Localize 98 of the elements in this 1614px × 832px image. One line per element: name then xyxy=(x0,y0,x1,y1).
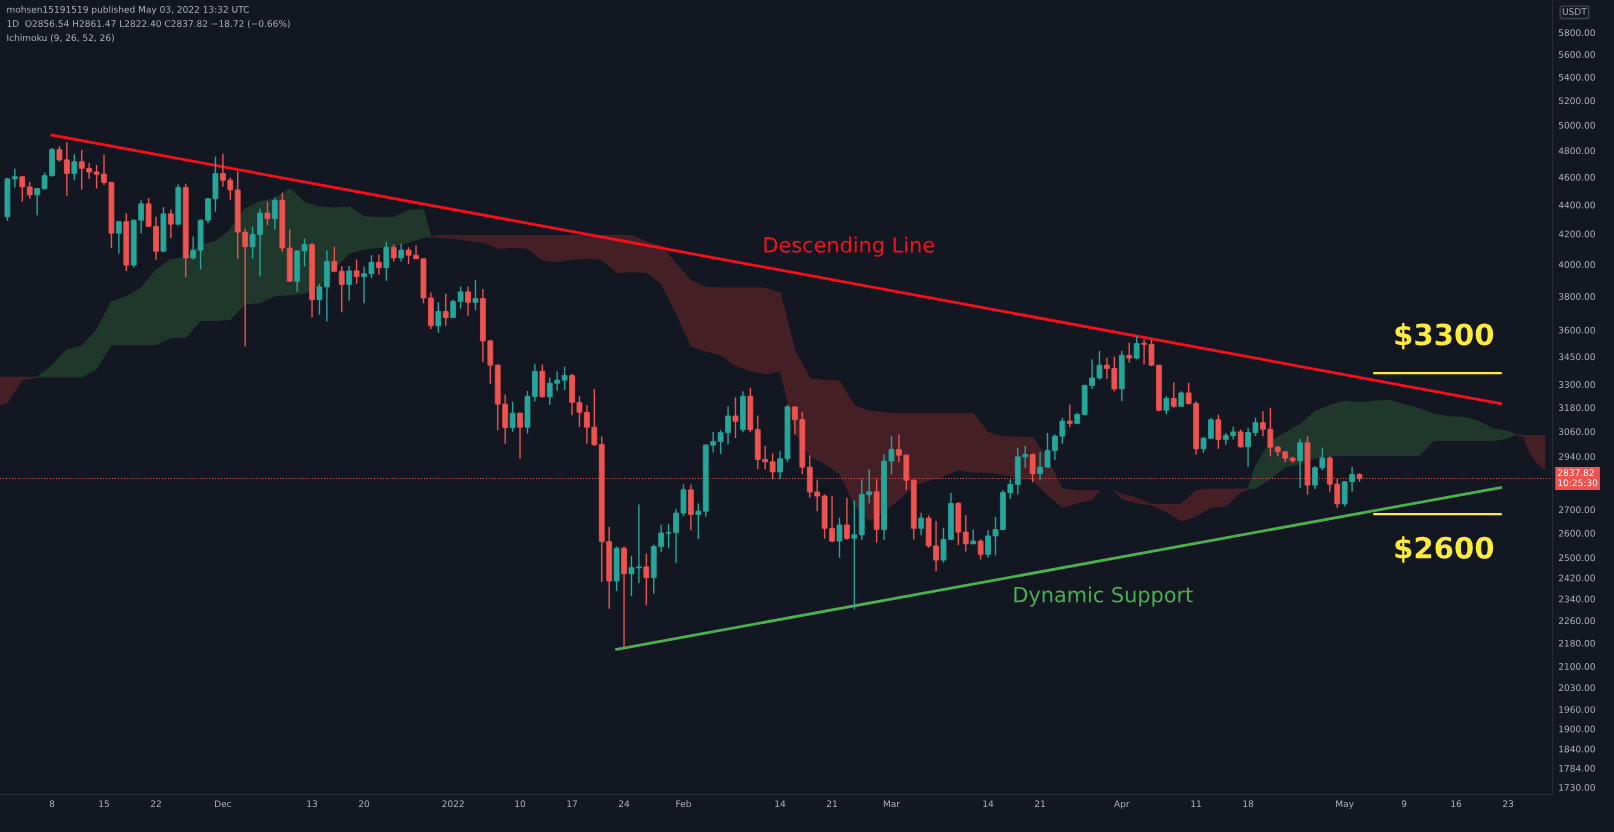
candlestick xyxy=(376,253,382,276)
y-tick-label: 4200.00 xyxy=(1558,230,1595,238)
y-tick-label: 2340.00 xyxy=(1558,595,1595,603)
x-tick-label: 9 xyxy=(1401,800,1407,808)
candlestick xyxy=(1126,342,1133,364)
candlestick xyxy=(383,240,390,282)
candlestick xyxy=(1163,395,1170,416)
y-tick-label: 4600.00 xyxy=(1558,173,1595,181)
candlestick xyxy=(472,279,479,311)
y-tick-label: 3600.00 xyxy=(1558,326,1595,334)
candlestick xyxy=(695,502,702,540)
candlestick xyxy=(643,552,650,606)
y-tick-label: 3450.00 xyxy=(1558,353,1595,361)
y-tick-label: 3800.00 xyxy=(1558,293,1595,300)
candlestick xyxy=(851,499,858,611)
x-tick-label: 11 xyxy=(1191,800,1201,807)
series-label: $2600 xyxy=(1395,536,1494,563)
candlestick xyxy=(1297,438,1303,489)
candlestick xyxy=(1066,403,1073,428)
x-tick-label: 21 xyxy=(1034,800,1045,807)
x-tick-label: 22 xyxy=(150,800,161,807)
y-tick-label: 4800.00 xyxy=(1558,147,1595,155)
annotation: Ichimoku (9, 26, 52, 26) xyxy=(7,34,114,43)
x-tick-label: 14 xyxy=(775,800,786,807)
y-tick-label: 2600.00 xyxy=(1558,529,1595,537)
x-tick-label: 13 xyxy=(307,800,318,808)
x-tick-label: 14 xyxy=(983,800,994,807)
candlestick xyxy=(272,196,278,231)
y-tick-label: 3300.00 xyxy=(1558,381,1595,388)
candlestick xyxy=(977,538,984,561)
candlestick xyxy=(561,365,568,391)
y-tick-label: 4400.00 xyxy=(1558,201,1595,209)
candlestick xyxy=(1170,381,1177,409)
x-tick-label: 24 xyxy=(618,800,630,807)
candlestick xyxy=(168,208,174,239)
candlestick xyxy=(509,400,516,433)
y-tick-label: 2100.00 xyxy=(1558,663,1595,670)
y-tick-label: 1900.00 xyxy=(1559,725,1595,733)
y-tick-label: 2420.00 xyxy=(1558,574,1595,582)
y-axis-title: USDT xyxy=(1562,8,1587,15)
series-label: Dynamic Support xyxy=(1014,586,1193,607)
x-tick-label: Apr xyxy=(1114,800,1130,809)
candlestick xyxy=(918,512,925,537)
candlestick xyxy=(517,411,523,460)
candlestick xyxy=(353,258,360,285)
x-tick-label: 10 xyxy=(515,800,526,808)
candlestick xyxy=(71,153,78,181)
annotation: 1D O2856.54 H2861.47 L2822.40 C2837.82 −18.72 (−0.66%) xyxy=(7,19,290,29)
candlestick xyxy=(19,176,26,203)
x-tick-label: 16 xyxy=(1451,800,1462,808)
candlestick xyxy=(1215,413,1222,450)
x-tick-label: Mar xyxy=(883,800,900,808)
x-tick-label: 2022 xyxy=(442,800,464,808)
candlestick xyxy=(435,301,442,334)
y-tick-label: 1730.00 xyxy=(1559,784,1595,791)
candlestick xyxy=(844,496,850,541)
x-tick-label: 18 xyxy=(1243,800,1254,808)
y-tick-label: 2030.00 xyxy=(1558,684,1595,692)
series-label: Descending Line xyxy=(764,236,934,257)
y-tick-label: 5000.00 xyxy=(1558,121,1595,129)
y-tick-label: 2260.00 xyxy=(1558,617,1595,625)
series-label: $3300 xyxy=(1395,322,1494,350)
y-tick-label: 5800.00 xyxy=(1558,29,1595,37)
candlestick xyxy=(465,285,471,317)
candlestick xyxy=(338,265,345,313)
y-tick-label: 1960.00 xyxy=(1559,706,1595,713)
y-tick-label: 5600.00 xyxy=(1558,51,1595,58)
candlestick xyxy=(962,514,969,553)
y-tick-label: 1840.00 xyxy=(1559,745,1595,753)
candlestick xyxy=(1237,428,1244,449)
y-tick-label: 3060.00 xyxy=(1558,428,1595,436)
ref-line-label: 2837.82 10:25:30 xyxy=(1557,469,1598,487)
candlestick xyxy=(346,265,353,302)
candlestick xyxy=(442,293,449,327)
x-tick-label: 23 xyxy=(1503,800,1514,808)
x-tick-label: May xyxy=(1336,800,1354,809)
annotation: mohsen15191519 published May 03, 2022 13:32 UTC xyxy=(7,5,249,15)
candlestick xyxy=(264,201,271,226)
y-tick-label: 5200.00 xyxy=(1558,97,1595,105)
y-tick-label: 4000.00 xyxy=(1558,261,1595,268)
candlestick xyxy=(331,245,338,273)
y-tick-label: 2500.00 xyxy=(1558,554,1595,562)
y-tick-label: 3180.00 xyxy=(1558,404,1595,412)
x-tick-label: Dec xyxy=(215,800,232,808)
candlestick xyxy=(115,219,122,255)
y-tick-label: 2700.00 xyxy=(1558,506,1595,514)
y-tick-label: 2940.00 xyxy=(1558,453,1595,460)
x-tick-label: Feb xyxy=(676,800,691,808)
y-tick-label: 1784.00 xyxy=(1559,764,1595,772)
y-tick-label: 2180.00 xyxy=(1558,639,1595,647)
candlestick xyxy=(836,517,843,559)
x-tick-label: 15 xyxy=(99,800,109,808)
x-tick-label: 17 xyxy=(567,800,578,807)
x-tick-label: 21 xyxy=(826,800,837,807)
x-tick-label: 8 xyxy=(49,800,55,808)
candlestick xyxy=(732,396,739,439)
y-tick-label: 5400.00 xyxy=(1558,73,1595,81)
x-tick-label: 20 xyxy=(358,800,370,808)
